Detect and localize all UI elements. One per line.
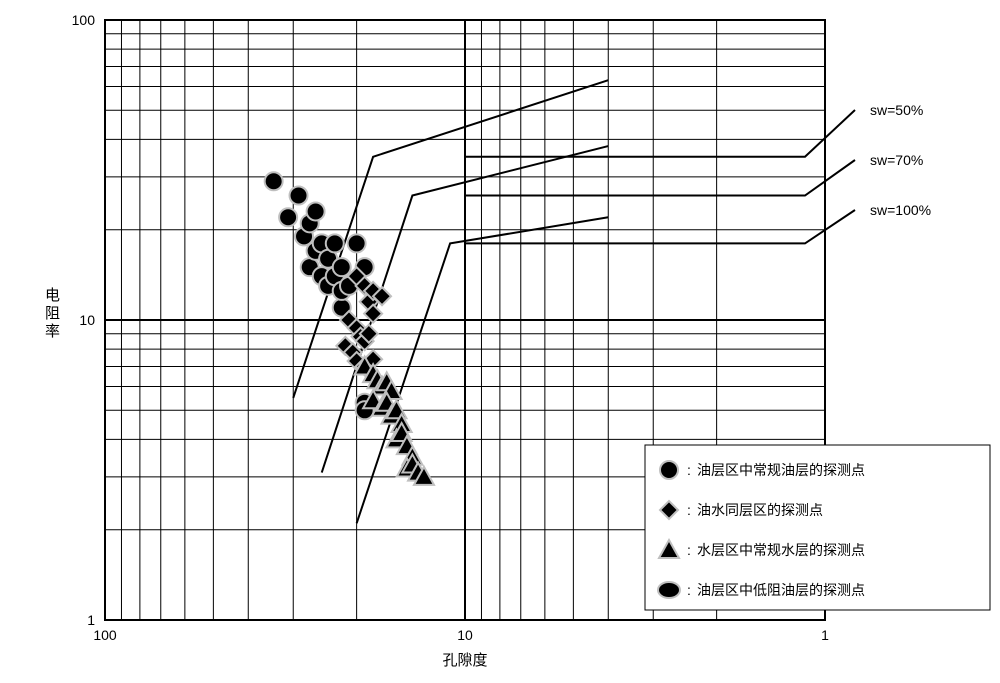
legend-colon: : — [687, 462, 691, 478]
annotation-leader — [465, 110, 855, 157]
y-axis-label: 电阻率 — [45, 287, 60, 340]
legend-label: 水层区中常规水层的探测点 — [697, 542, 865, 558]
y-tick-label: 10 — [79, 312, 95, 328]
legend-label: 油层区中低阻油层的探测点 — [697, 582, 865, 598]
annotation-text: sw=100% — [870, 202, 931, 218]
legend-label: 油层区中常规油层的探测点 — [697, 462, 865, 478]
x-tick-label: 10 — [457, 627, 473, 643]
legend-colon: : — [687, 542, 691, 558]
marker-circle — [307, 202, 325, 220]
chart-svg: 100101100101孔隙度电阻率sw=50%sw=70%sw=100%:油层… — [0, 0, 1000, 683]
marker-circle — [279, 208, 297, 226]
marker-ellipse — [658, 582, 680, 598]
legend-label: 油水同层区的探测点 — [697, 502, 823, 518]
marker-circle — [348, 234, 366, 252]
legend-colon: : — [687, 582, 691, 598]
annotation-text: sw=50% — [870, 102, 923, 118]
marker-circle — [333, 258, 351, 276]
x-axis-label: 孔隙度 — [442, 652, 487, 669]
y-tick-label: 100 — [72, 12, 96, 28]
x-tick-label: 100 — [93, 627, 117, 643]
x-tick-label: 1 — [821, 627, 829, 643]
y-tick-label: 1 — [87, 612, 95, 628]
marker-circle — [660, 461, 678, 479]
annotation-leader — [465, 210, 855, 243]
marker-circle — [326, 234, 344, 252]
annotation-text: sw=70% — [870, 152, 923, 168]
marker-circle — [265, 172, 283, 190]
annotation-leader — [465, 160, 855, 196]
sw-curve — [357, 217, 609, 523]
legend-colon: : — [687, 502, 691, 518]
marker-circle — [290, 187, 308, 205]
